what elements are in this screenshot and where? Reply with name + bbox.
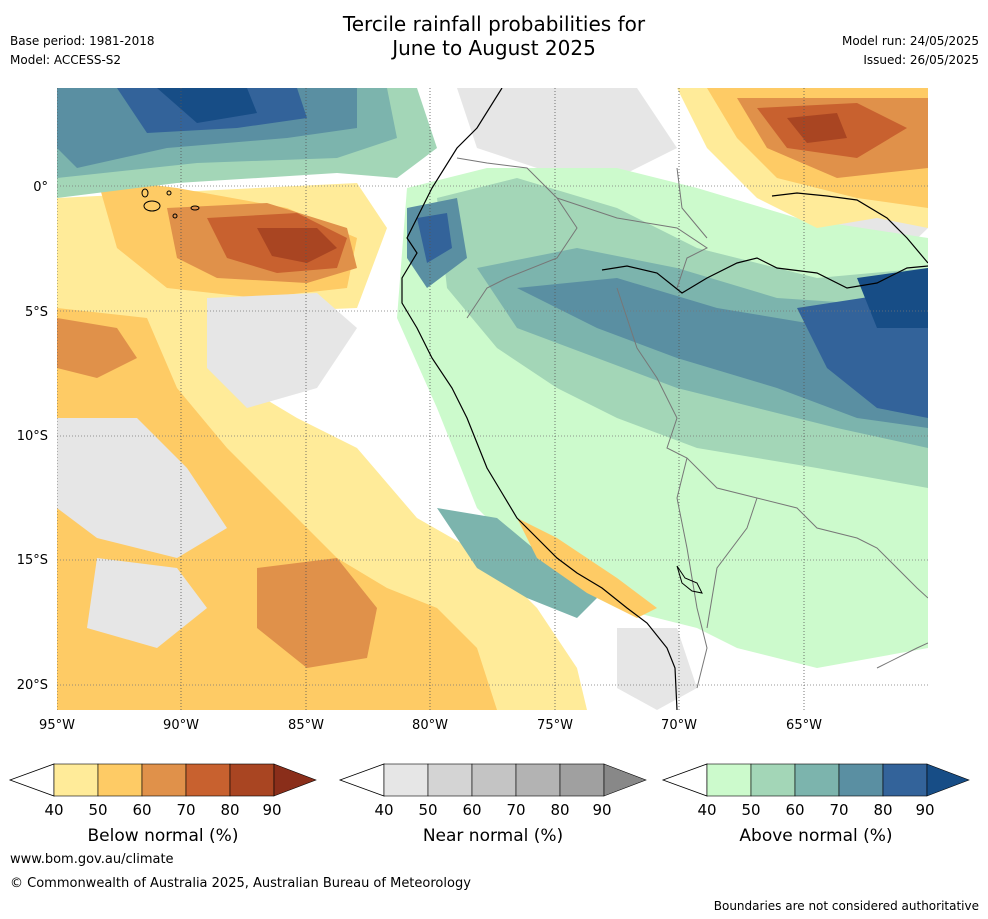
below-cell-4	[185, 763, 231, 797]
near-tick-40: 40	[374, 801, 394, 819]
near-tick-80: 80	[550, 801, 570, 819]
right-metadata: Model run: 24/05/2025 Issued: 26/05/2025	[842, 32, 979, 70]
lat-label-10s: 10°S	[16, 429, 48, 444]
below-normal-ne-80	[787, 113, 847, 143]
near-tick-90: 90	[592, 801, 612, 819]
galapagos-islands	[141, 188, 200, 219]
above-cell-1	[706, 763, 752, 797]
lon-label-85w: 85°W	[288, 718, 324, 733]
near-cell-2	[427, 763, 473, 797]
coastline	[401, 88, 678, 710]
near-cell-1	[383, 763, 429, 797]
below-tick-70: 70	[176, 801, 196, 819]
lon-label-70w: 70°W	[661, 718, 697, 733]
lon-label-75w: 75°W	[537, 718, 573, 733]
near-cell-6	[603, 763, 647, 797]
near-tick-50: 50	[418, 801, 438, 819]
ne-coastline	[771, 192, 928, 264]
lon-label-95w: 95°W	[39, 718, 75, 733]
amazon-river	[601, 257, 928, 294]
colorbars	[8, 763, 970, 797]
below-cell-5	[229, 763, 275, 797]
near-cell-3	[471, 763, 517, 797]
above-tick-90: 90	[915, 801, 935, 819]
below-cell-1	[53, 763, 99, 797]
lon-label-65w: 65°W	[786, 718, 822, 733]
country-borders	[456, 157, 928, 689]
colorbar-above-normal	[661, 763, 970, 797]
above-normal-nw-90	[157, 88, 257, 123]
colorbar-near-normal	[338, 763, 647, 797]
below-tick-60: 60	[132, 801, 152, 819]
near-tick-60: 60	[462, 801, 482, 819]
near-normal-patch-2	[57, 418, 227, 558]
lat-label-15s: 15°S	[16, 553, 48, 568]
lon-label-80w: 80°W	[412, 718, 448, 733]
near-normal-patch-5	[617, 628, 697, 710]
lon-label-90w: 90°W	[163, 718, 199, 733]
model-run: Model run: 24/05/2025	[841, 34, 979, 48]
above-cell-3	[794, 763, 840, 797]
below-normal-90-core	[257, 228, 337, 263]
colorbar-below-label: Below normal (%)	[87, 826, 239, 846]
colorbar-near-label: Near normal (%)	[422, 826, 564, 846]
below-cell-6	[273, 763, 317, 797]
colorbar-below-normal	[8, 763, 317, 797]
above-cell-2	[750, 763, 796, 797]
near-normal-patch-4	[457, 88, 677, 178]
below-normal-west-edge	[57, 318, 137, 378]
base-period: Base period: 1981-2018	[10, 34, 155, 48]
issued-date: Issued: 26/05/2025	[863, 53, 979, 67]
copyright-text: © Commonwealth of Australia 2025, Austra…	[10, 876, 471, 891]
above-tick-40: 40	[697, 801, 717, 819]
near-normal-patch-1	[207, 293, 357, 408]
model-name: Model: ACCESS-S2	[10, 53, 122, 67]
above-tick-50: 50	[741, 801, 761, 819]
near-cell-4	[515, 763, 561, 797]
below-tick-80: 80	[220, 801, 240, 819]
near-tick-70: 70	[506, 801, 526, 819]
left-metadata: Base period: 1981-2018 Model: ACCESS-S2	[10, 32, 155, 70]
lat-gridlines	[57, 185, 928, 686]
above-normal-land-70	[517, 278, 928, 428]
map-title: Tercile rainfall probabilities for June …	[0, 12, 988, 60]
above-tick-60: 60	[785, 801, 805, 819]
below-tick-40: 40	[44, 801, 64, 819]
above-tick-80: 80	[873, 801, 893, 819]
below-normal-south	[257, 558, 377, 668]
below-cell-2	[97, 763, 143, 797]
lake-titicaca	[676, 565, 703, 594]
above-normal-coast-core	[417, 213, 452, 263]
lat-label-5s: 5°S	[24, 305, 48, 320]
below-normal-peru-strip	[517, 518, 657, 618]
colorbar-above-label: Above normal (%)	[739, 826, 893, 846]
below-tick-90: 90	[262, 801, 282, 819]
probability-map	[57, 88, 928, 710]
map-area	[57, 88, 928, 710]
website-link[interactable]: www.bom.gov.au/climate	[10, 852, 174, 867]
title-line-2: June to August 2025	[392, 36, 596, 60]
above-tick-70: 70	[829, 801, 849, 819]
near-cell-5	[559, 763, 605, 797]
disclaimer-text: Boundaries are not considered authoritat…	[713, 899, 979, 913]
above-normal-peru-coast	[437, 508, 597, 618]
above-cell-6	[926, 763, 970, 797]
below-cell-3	[141, 763, 187, 797]
lat-label-0: 0°	[33, 180, 48, 195]
title-line-1: Tercile rainfall probabilities for	[342, 12, 646, 36]
lat-label-20s: 20°S	[16, 678, 48, 693]
below-tick-50: 50	[88, 801, 108, 819]
near-normal-patch-3	[87, 558, 207, 648]
above-cell-5	[882, 763, 928, 797]
above-cell-4	[838, 763, 884, 797]
